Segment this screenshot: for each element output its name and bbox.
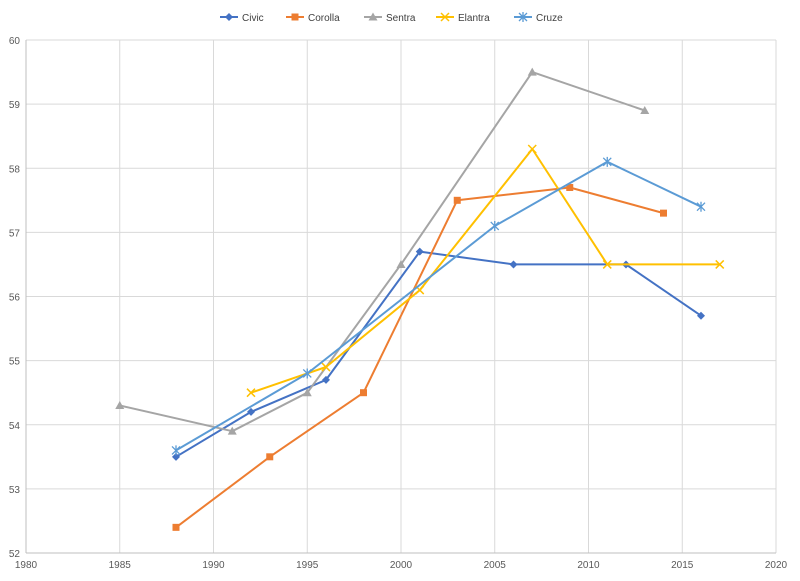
axes: 1980 1985 1990 1995 2000 2005 2010 2015 2020 52 53…	[9, 36, 788, 571]
series-elantra	[246, 144, 725, 398]
data-point-sentra	[640, 106, 650, 115]
data-point-civic	[322, 375, 330, 384]
series-line-civic	[175, 250, 702, 458]
series-cruze	[171, 156, 706, 456]
data-point-civic	[247, 407, 255, 416]
y-tick-label: 54	[9, 421, 21, 432]
y-tick-label: 52	[9, 549, 21, 560]
legend-item-civic: Civic	[220, 13, 264, 24]
series-line-corolla	[175, 186, 664, 529]
data-point-corolla	[266, 453, 274, 461]
legend-item-elantra: Elantra	[436, 12, 490, 24]
y-tick-label: 58	[9, 164, 21, 175]
legend-label-elantra: Elantra	[458, 13, 490, 24]
series-line-elantra	[250, 148, 720, 394]
y-tick-label: 59	[9, 100, 21, 111]
data-point-cruze	[696, 201, 706, 212]
data-point-civic	[509, 260, 518, 269]
data-point-corolla	[566, 183, 574, 191]
legend-marker-sentra	[368, 12, 378, 21]
x-tick-label: 2015	[671, 560, 694, 571]
legend-marker-corolla	[291, 13, 299, 21]
data-point-elantra	[602, 259, 612, 269]
legend-marker-elantra	[440, 12, 450, 22]
y-tick-label: 56	[9, 293, 21, 304]
x-tick-label: 1995	[296, 560, 319, 571]
data-point-cruze	[171, 445, 181, 456]
data-point-elantra	[246, 388, 256, 398]
data-point-civic	[697, 311, 705, 320]
legend-item-cruze: Cruze	[514, 12, 563, 24]
data-point-corolla	[172, 523, 180, 531]
data-point-elantra	[321, 362, 331, 372]
data-point-sentra	[302, 388, 312, 397]
data-point-elantra	[527, 144, 537, 154]
data-point-civic	[172, 452, 180, 461]
legend-marker-cruze	[518, 12, 528, 22]
data-point-cruze	[302, 368, 312, 379]
data-point-sentra	[396, 259, 406, 268]
series-line-cruze	[175, 160, 702, 452]
data-point-corolla	[660, 209, 667, 217]
y-tick-label: 53	[9, 485, 21, 496]
y-tick-label: 60	[9, 36, 21, 47]
data-point-cruze	[602, 156, 612, 167]
x-tick-label: 2020	[765, 560, 788, 571]
data-point-sentra	[115, 401, 125, 410]
legend-item-sentra: Sentra	[364, 12, 416, 24]
y-tick-label: 55	[9, 357, 21, 368]
series-sentra	[115, 67, 650, 435]
series-corolla	[172, 183, 667, 531]
y-tick-label: 57	[9, 228, 21, 239]
legend-label-civic: Civic	[242, 13, 264, 24]
x-tick-label: 1985	[109, 560, 132, 571]
x-tick-label: 1990	[202, 560, 225, 571]
data-point-corolla	[453, 196, 461, 204]
x-tick-label: 2000	[390, 560, 413, 571]
data-point-sentra	[527, 67, 537, 76]
legend-label-corolla: Corolla	[308, 13, 340, 24]
data-point-elantra	[715, 259, 725, 269]
legend-label-cruze: Cruze	[536, 13, 563, 24]
series-group	[115, 67, 725, 531]
series-civic	[172, 247, 705, 461]
legend-marker-civic	[225, 13, 233, 21]
legend-label-sentra: Sentra	[386, 13, 416, 24]
data-point-sentra	[227, 426, 237, 435]
x-tick-label: 2010	[577, 560, 600, 571]
data-point-cruze	[490, 220, 500, 231]
data-point-corolla	[360, 389, 367, 397]
series-line-sentra	[119, 71, 646, 433]
gridlines	[25, 39, 777, 554]
data-point-civic	[415, 247, 424, 256]
legend: Civic Corolla Sentra Elantra Cruze	[220, 12, 563, 24]
legend-item-corolla: Corolla	[286, 13, 340, 24]
x-tick-label: 1980	[15, 560, 38, 571]
x-tick-label: 2005	[484, 560, 507, 571]
